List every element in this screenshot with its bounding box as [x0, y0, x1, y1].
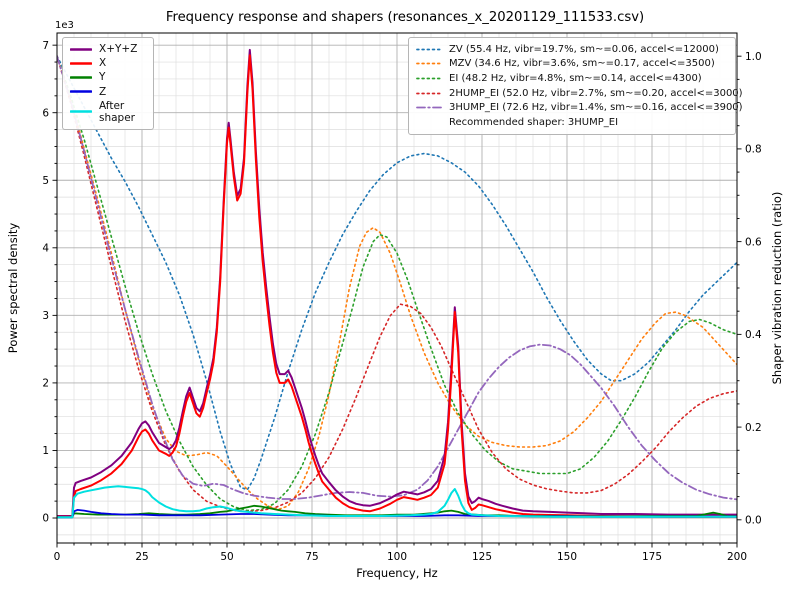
legend-item-z: Z: [70, 86, 146, 98]
legend-label-3hump-ei: 3HUMP_EI (72.6 Hz, vibr=1.4%, sm~=0.16, …: [449, 102, 743, 114]
x-tick-label: 175: [642, 551, 662, 563]
legend-swatch-xyz-icon: [70, 47, 92, 51]
legend-swatch-after-shaper-icon: [70, 110, 92, 114]
series-after-shaper-line: [57, 485, 737, 519]
chart-title: Frequency response and shapers (resonanc…: [166, 10, 644, 25]
recommended-shaper-text: Recommended shaper: 3HUMP_EI: [449, 116, 619, 128]
legend-item-mzv: MZV (34.6 Hz, vibr=3.6%, sm~=0.17, accel…: [416, 58, 728, 70]
x-tick-label: 25: [135, 551, 148, 563]
legend-label-2hump-ei: 2HUMP_EI (52.0 Hz, vibr=2.7%, sm~=0.20, …: [449, 87, 743, 99]
left-y-tick-label: 0: [42, 513, 49, 525]
tick-layer: 0 25 50 75 100 125 150 175 200 0 1 2 3 4 5 6 7 0.0 0.2 0.4 0…: [42, 40, 762, 563]
shaper-legend: ZV (55.4 Hz, vibr=19.7%, sm~=0.06, accel…: [408, 37, 743, 135]
left-y-tick-label: 5: [42, 175, 49, 187]
x-axis-label: Frequency, Hz: [356, 566, 437, 580]
x-tick-label: 75: [305, 551, 318, 563]
legend-item-ei: EI (48.2 Hz, vibr=4.8%, sm~=0.14, accel<…: [416, 73, 728, 85]
left-y-axis-label: Power spectral density: [6, 223, 20, 354]
legend-label-ei: EI (48.2 Hz, vibr=4.8%, sm~=0.14, accel<…: [449, 72, 702, 84]
legend-item-zv: ZV (55.4 Hz, vibr=19.7%, sm~=0.06, accel…: [416, 44, 728, 56]
legend-label-after-shaper: After shaper: [99, 99, 136, 124]
legend-swatch-ei-icon: [416, 77, 442, 80]
y-axis-offset-text: 1e3: [55, 20, 74, 31]
psd-legend: X+Y+Z X Y Z After shaper: [62, 37, 154, 130]
x-tick-label: 50: [220, 551, 233, 563]
legend-item-x: X: [70, 57, 146, 69]
right-y-tick-label: 0.8: [745, 144, 762, 156]
legend-item-3hump-ei: 3HUMP_EI (72.6 Hz, vibr=1.4%, sm~=0.16, …: [416, 102, 743, 114]
legend-swatch-zv-icon: [416, 48, 442, 51]
x-tick-label: 0: [54, 551, 61, 563]
right-y-tick-label: 0.4: [745, 329, 762, 341]
left-y-tick-label: 3: [42, 310, 49, 322]
left-y-tick-label: 4: [42, 243, 49, 255]
x-tick-label: 100: [387, 551, 407, 563]
legend-swatch-2hump-ei-icon: [416, 92, 442, 95]
legend-swatch-x-icon: [70, 61, 92, 65]
legend-label-zv: ZV (55.4 Hz, vibr=19.7%, sm~=0.06, accel…: [449, 43, 719, 55]
legend-label-y: Y: [99, 71, 106, 84]
right-y-tick-label: 1.0: [745, 51, 762, 63]
right-y-axis-label: Shaper vibration reduction (ratio): [770, 192, 784, 385]
legend-swatch-mzv-icon: [416, 63, 442, 65]
left-y-tick-label: 2: [42, 378, 49, 390]
legend-item-2hump-ei: 2HUMP_EI (52.0 Hz, vibr=2.7%, sm~=0.20, …: [416, 88, 743, 100]
left-y-tick-label: 7: [42, 40, 49, 52]
x-tick-label: 200: [727, 551, 747, 563]
series-x-line: [57, 54, 737, 518]
legend-item-xyz: X+Y+Z: [70, 43, 146, 55]
right-y-tick-label: 0.6: [745, 236, 762, 248]
legend-label-x: X: [99, 57, 107, 70]
legend-swatch-y-icon: [70, 76, 92, 79]
x-tick-label: 150: [557, 551, 577, 563]
legend-label-xyz: X+Y+Z: [99, 43, 138, 56]
legend-item-y: Y: [70, 71, 146, 83]
right-y-tick-label: 0.0: [745, 515, 762, 527]
series-ei-line: [57, 55, 737, 512]
series-layer: [57, 48, 737, 519]
series-2hump-ei-line: [57, 55, 737, 513]
recommended-shaper-note: Recommended shaper: 3HUMP_EI: [416, 117, 728, 129]
left-y-tick-label: 6: [42, 107, 49, 119]
right-y-tick-label: 0.2: [745, 422, 762, 434]
x-tick-label: 125: [472, 551, 492, 563]
legend-item-after-shaper: After shaper: [70, 100, 146, 124]
legend-label-mzv: MZV (34.6 Hz, vibr=3.6%, sm~=0.17, accel…: [449, 58, 715, 70]
legend-swatch-3hump-ei-icon: [416, 107, 442, 109]
series-xyz-line: [57, 48, 737, 517]
legend-label-z: Z: [99, 85, 107, 98]
legend-swatch-z-icon: [70, 90, 92, 93]
left-y-tick-label: 1: [42, 445, 49, 457]
